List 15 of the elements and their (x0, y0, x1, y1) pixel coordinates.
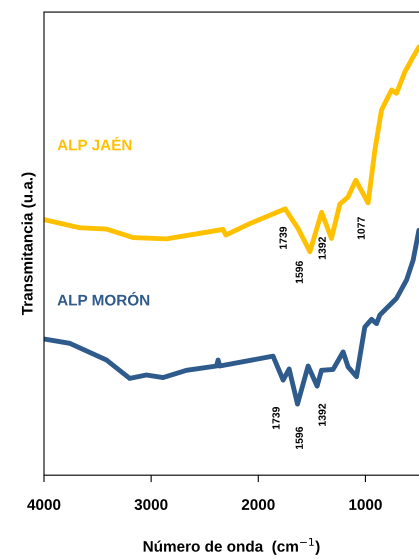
annotation: 1392 (318, 404, 326, 426)
text: ALP MORÓN (58, 292, 150, 306)
x-tick-label: 3000 (134, 499, 168, 510)
x-tick-label: 4000 (27, 499, 60, 510)
x-tick-label: 1000 (349, 499, 382, 510)
annotation: 1739 (272, 406, 280, 430)
y-axis-title: Transmitancia (u.a.) (21, 172, 36, 316)
annotation: 1596 (296, 261, 303, 284)
annotation: 1739 (279, 226, 287, 249)
annotation: 1392 (318, 237, 326, 260)
x-tick-label: 2000 (242, 499, 275, 510)
text: ALP JAÉN (58, 136, 132, 150)
annotation: 1077 (357, 217, 365, 240)
x-axis-title: Número de onda (cm$^{−1}$) (144, 538, 320, 555)
annotation: 1596 (296, 426, 303, 450)
